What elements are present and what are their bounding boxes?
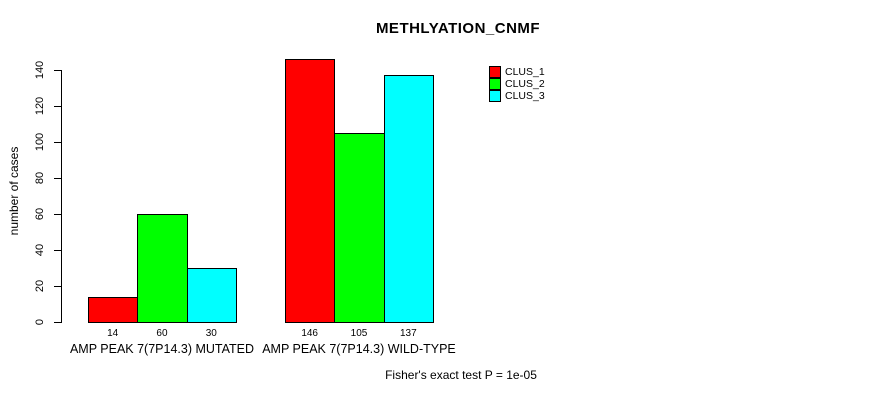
legend-label: CLUS_2 [505, 78, 545, 90]
annotation-fisher-test: Fisher's exact test P = 1e-05 [385, 368, 537, 382]
bar-clus_1 [285, 59, 336, 323]
y-axis-tick [54, 286, 61, 287]
bar-value-label: 30 [205, 328, 217, 339]
bar-value-label: 146 [301, 328, 318, 339]
y-axis-tick [54, 178, 61, 179]
legend-swatch-clus_1 [489, 66, 501, 78]
legend-item-clus_3: CLUS_3 [489, 90, 545, 102]
y-axis-tick [54, 322, 61, 323]
group-label: AMP PEAK 7(7P14.3) WILD-TYPE [262, 342, 456, 356]
y-axis-tick-label: 0 [34, 318, 46, 326]
y-axis-tick-label: 140 [34, 60, 46, 80]
bar-clus_1 [88, 297, 139, 323]
legend-swatch-clus_2 [489, 78, 501, 90]
bar-value-label: 60 [156, 328, 168, 339]
y-axis-tick [54, 106, 61, 107]
legend-item-clus_2: CLUS_2 [489, 78, 545, 90]
y-axis-tick-label: 80 [34, 171, 46, 185]
bar-clus_2 [334, 133, 385, 323]
legend-item-clus_1: CLUS_1 [489, 66, 545, 78]
legend: CLUS_1 CLUS_2 CLUS_3 [489, 66, 545, 102]
legend-swatch-clus_3 [489, 90, 501, 102]
y-axis-tick [54, 214, 61, 215]
bar-clus_3 [186, 268, 237, 323]
y-axis-tick [54, 70, 61, 71]
y-axis-tick-label: 100 [34, 132, 46, 152]
bar-clus_3 [383, 75, 434, 323]
y-axis-title: number of cases [7, 146, 21, 236]
bar-clus_2 [137, 214, 188, 323]
y-axis-tick-label: 20 [34, 279, 46, 293]
chart-title: METHLYATION_CNMF [375, 20, 541, 37]
legend-label: CLUS_3 [505, 90, 545, 102]
bar-value-label: 105 [350, 328, 368, 339]
bar-value-label: 14 [107, 328, 119, 339]
y-axis-tick [54, 142, 61, 143]
y-axis-tick-label: 40 [34, 243, 46, 257]
legend-label: CLUS_1 [505, 66, 545, 78]
y-axis-tick-label: 60 [34, 207, 46, 221]
group-label: AMP PEAK 7(7P14.3) MUTATED [69, 342, 255, 356]
bar-value-label: 137 [399, 328, 417, 339]
y-axis-tick [54, 250, 61, 251]
y-axis-line [61, 70, 62, 323]
y-axis-tick-label: 120 [34, 96, 46, 116]
